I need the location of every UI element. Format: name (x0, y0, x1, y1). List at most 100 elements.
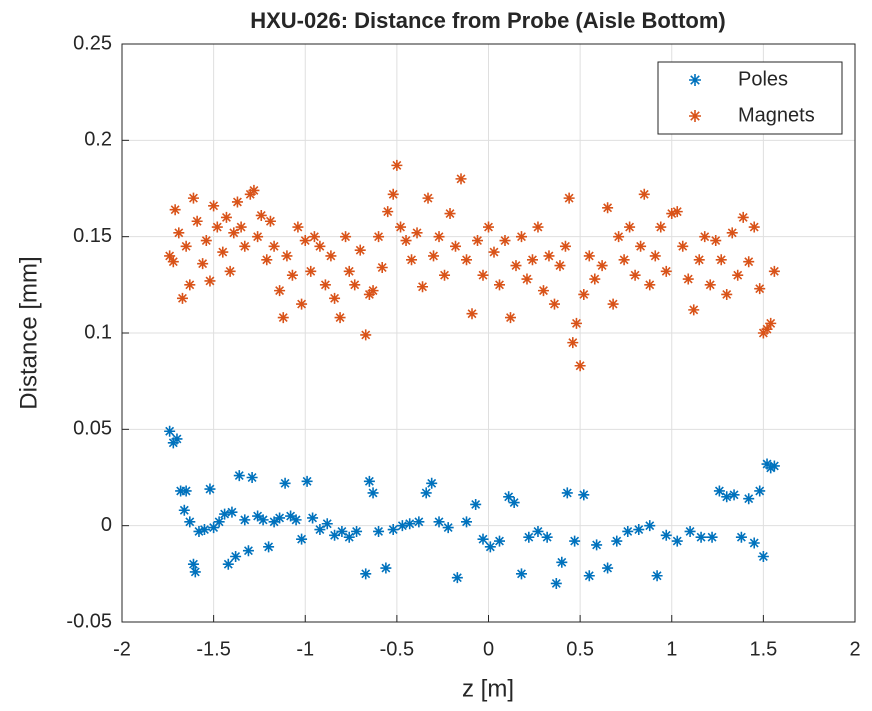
scatter-point (428, 250, 440, 262)
scatter-point (396, 520, 408, 532)
scatter-point (343, 531, 355, 543)
scatter-point (488, 246, 500, 258)
scatter-point (477, 269, 489, 281)
scatter-point (367, 285, 379, 297)
scatter-point (726, 227, 738, 239)
scatter-point (349, 279, 361, 291)
legend: Poles Magnets (657, 61, 843, 135)
scatter-point (321, 518, 333, 530)
scatter-point (184, 516, 196, 528)
scatter-point (261, 254, 273, 266)
scatter-point (340, 231, 352, 243)
scatter-point (373, 231, 385, 243)
scatter-point (761, 323, 773, 335)
scatter-point (433, 231, 445, 243)
scatter-point (299, 235, 311, 247)
scatter-point (607, 298, 619, 310)
x-tick-label: 2 (849, 638, 860, 660)
scatter-point (503, 491, 515, 503)
scatter-point (296, 533, 308, 545)
y-axis-label: Distance [mm] (15, 256, 42, 409)
scatter-point (578, 489, 590, 501)
scatter-point (180, 485, 192, 497)
scatter-point (743, 256, 755, 268)
scatter-point (737, 211, 749, 223)
scatter-point (644, 520, 656, 532)
scatter-point (583, 250, 595, 262)
scatter-point (351, 525, 363, 537)
scatter-point (187, 558, 199, 570)
scatter-point (543, 250, 555, 262)
scatter-point (171, 433, 183, 445)
scatter-point (274, 512, 286, 524)
x-tick-label: -0.5 (380, 638, 414, 660)
scatter-point (699, 231, 711, 243)
scatter-point (765, 317, 777, 329)
scatter-point (655, 221, 667, 233)
scatter-point (470, 498, 482, 510)
x-tick-label: 1 (666, 638, 677, 660)
axes-box (121, 43, 856, 623)
y-tick-label: 0.05 (73, 418, 112, 440)
x-tick-label: 0.5 (566, 638, 594, 660)
scatter-point (387, 188, 399, 200)
scatter-point (466, 308, 478, 320)
scatter-point (314, 524, 326, 536)
scatter-point (596, 260, 608, 272)
scatter-point (197, 258, 209, 270)
scatter-point (532, 221, 544, 233)
scatter-point (180, 240, 192, 252)
scatter-point (307, 512, 319, 524)
scatter-point (222, 558, 234, 570)
scatter-point (376, 261, 388, 273)
scatter-point (239, 514, 251, 526)
x-tick-label: -1.5 (196, 638, 230, 660)
scatter-point (499, 235, 511, 247)
scatter-point (510, 260, 522, 272)
scatter-point (329, 529, 341, 541)
scatter-point (442, 522, 454, 534)
scatter-point (754, 283, 766, 295)
scatter-point (515, 231, 527, 243)
scatter-point (754, 485, 766, 497)
scatter-point (230, 550, 242, 562)
scatter-point (189, 566, 201, 578)
scatter-point (602, 202, 614, 214)
scatter-point (285, 510, 297, 522)
scatter-point (193, 525, 205, 537)
scatter-point (591, 539, 603, 551)
scatter-point (417, 281, 429, 293)
y-tick-label: 0.2 (84, 129, 112, 151)
scatter-point (521, 273, 533, 285)
scatter-point (649, 250, 661, 262)
scatter-point (561, 487, 573, 499)
legend-marker (689, 74, 701, 86)
scatter-point (444, 208, 456, 220)
scatter-point (721, 288, 733, 300)
scatter-point (400, 235, 412, 247)
scatter-point (224, 265, 236, 277)
plot-marks (164, 159, 780, 589)
scatter-point (550, 577, 562, 589)
scatter-point (508, 497, 520, 509)
scatter-point (677, 240, 689, 252)
scatter-point (363, 475, 375, 487)
scatter-point (167, 256, 179, 268)
scatter-point (426, 477, 438, 489)
scatter-point (624, 221, 636, 233)
scatter-point (217, 246, 229, 258)
scatter-point (633, 524, 645, 536)
scatter-point (395, 221, 407, 233)
scatter-point (748, 221, 760, 233)
scatter-point (286, 269, 298, 281)
scatter-point (319, 279, 331, 291)
scatter-point (422, 192, 434, 204)
scatter-point (578, 288, 590, 300)
scatter-point (420, 487, 432, 499)
scatter-point (173, 227, 185, 239)
scatter-point (274, 285, 286, 297)
scatter-point (554, 260, 566, 272)
scatter-point (200, 235, 212, 247)
scatter-point (483, 221, 494, 233)
